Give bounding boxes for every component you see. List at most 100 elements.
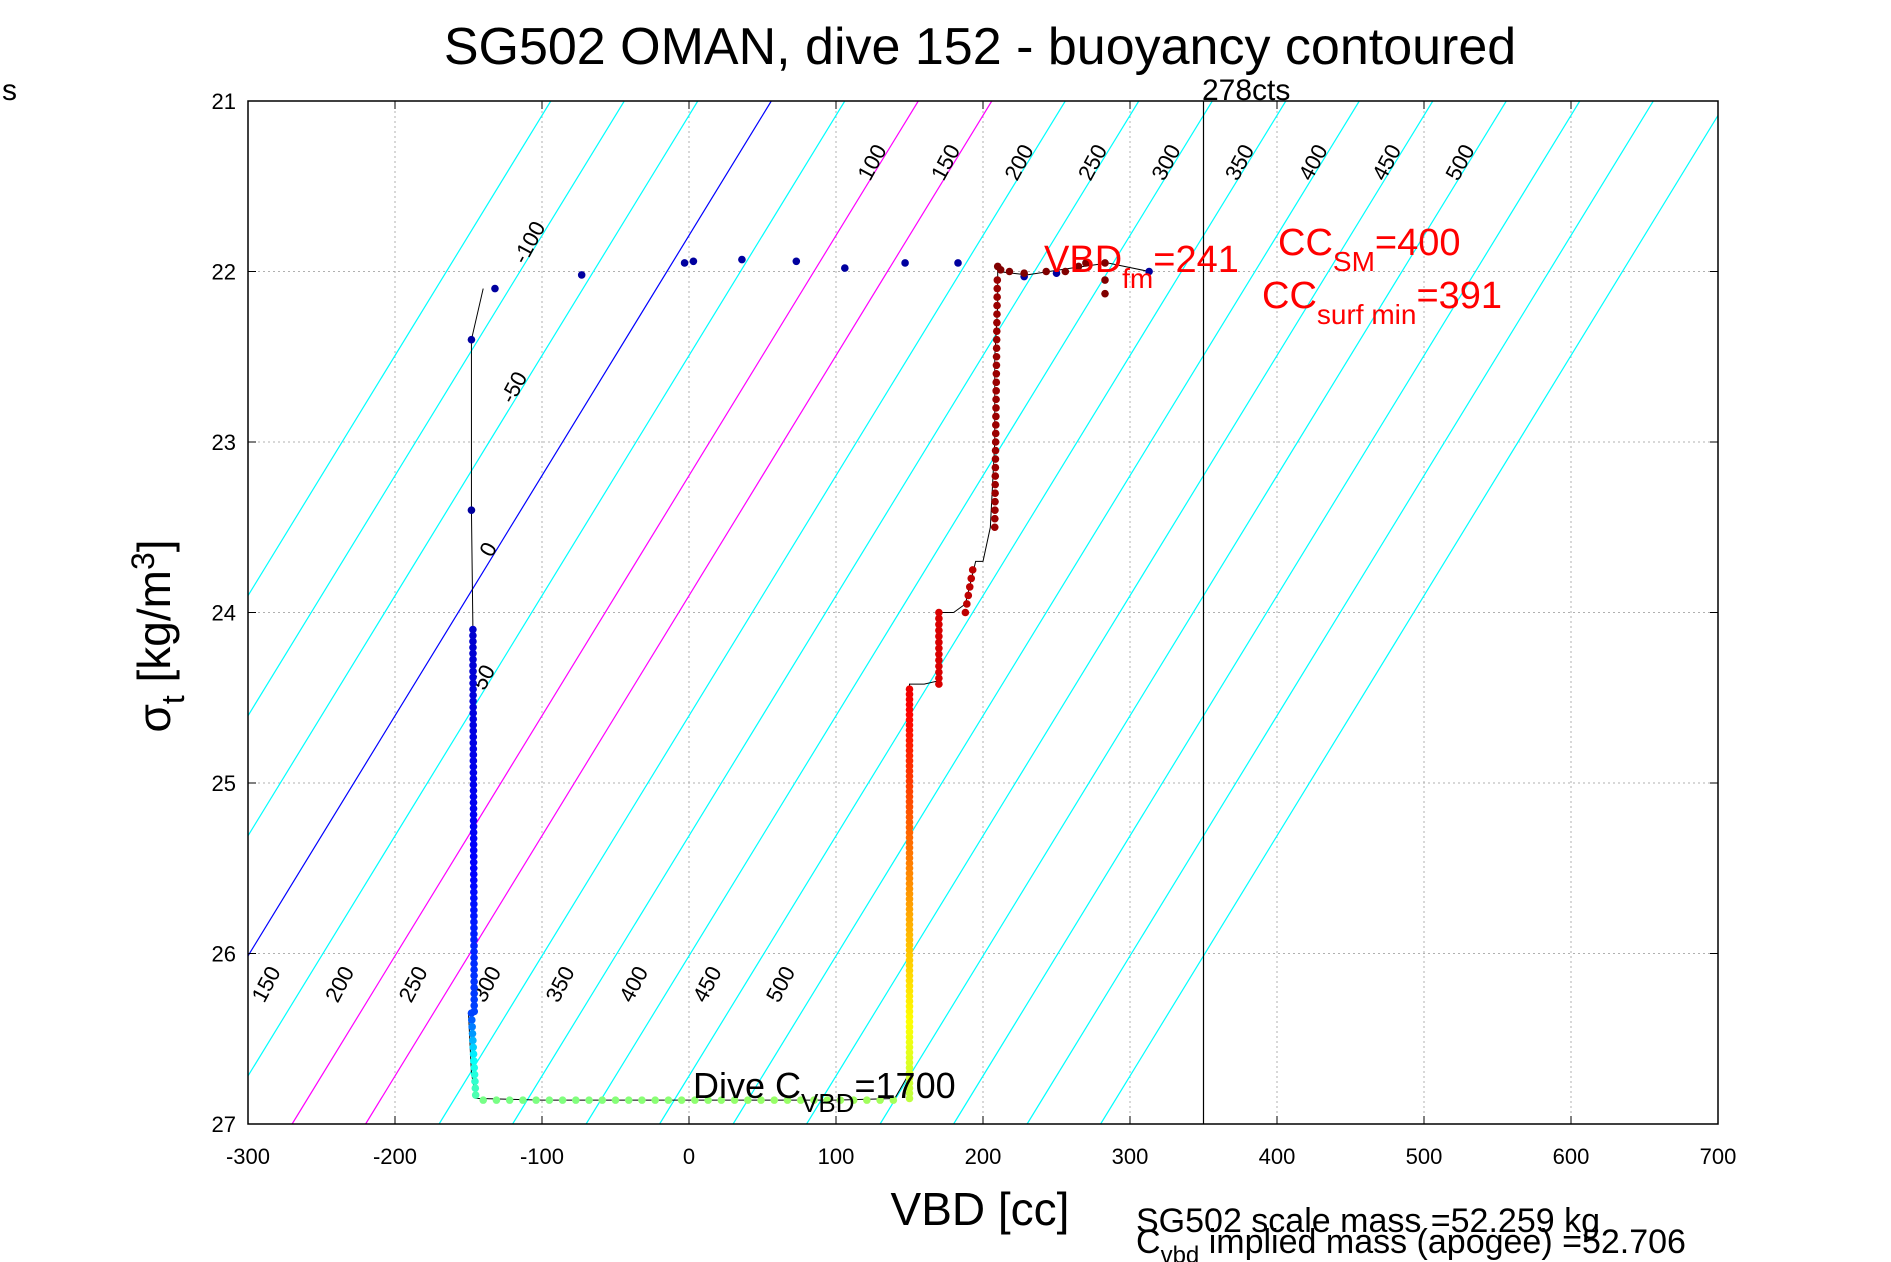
data-point [532, 1096, 540, 1104]
data-point [1101, 276, 1109, 284]
data-point [469, 643, 477, 652]
data-point [1101, 259, 1109, 267]
data-point [935, 620, 943, 629]
data-point [469, 649, 477, 658]
cc-sm-sub: SM [1333, 246, 1375, 277]
data-point [467, 1009, 476, 1017]
data-point [470, 912, 478, 920]
vbd-fm-sub: fm [1122, 263, 1153, 294]
data-point [469, 858, 478, 867]
x-tick-label: -300 [226, 1144, 270, 1169]
data-point [558, 1096, 567, 1104]
data-point [841, 264, 849, 272]
data-point [935, 668, 943, 676]
y-axis-label: σt [kg/m3] [125, 539, 191, 732]
contour-line [585, 100, 1213, 1125]
data-point [935, 680, 943, 688]
cc-surf-value: =391 [1416, 275, 1502, 317]
data-point [738, 255, 746, 264]
data-point [638, 1096, 646, 1104]
data-point [470, 942, 478, 950]
data-point [470, 1070, 479, 1079]
data-point [823, 1096, 831, 1104]
data-point [901, 259, 909, 267]
contour-label: 150 [246, 962, 285, 1006]
data-point [470, 900, 478, 908]
data-point [991, 463, 1000, 472]
data-point [954, 259, 962, 267]
data-point [470, 995, 478, 1004]
y-tick-label: 25 [212, 771, 236, 796]
data-point [469, 679, 477, 688]
data-point [469, 852, 478, 861]
data-point [470, 965, 478, 974]
data-point [479, 1096, 488, 1104]
data-point [471, 1077, 479, 1086]
data-point [757, 1096, 765, 1104]
data-point [689, 257, 698, 266]
data-point [993, 301, 1001, 310]
data-point [792, 257, 801, 266]
data-point [1101, 289, 1109, 298]
contour-label: -50 [495, 367, 532, 407]
x-tick-label: 600 [1553, 1144, 1590, 1169]
data-point [519, 1096, 527, 1104]
data-point [1082, 259, 1090, 267]
y-tick-label: 27 [212, 1112, 236, 1137]
contour-line [365, 100, 993, 1125]
data-point [467, 1016, 476, 1024]
data-point [992, 404, 1000, 412]
data-point [1020, 269, 1028, 278]
data-point [469, 792, 478, 801]
contour-label: 450 [687, 962, 726, 1006]
data-point [836, 1096, 845, 1104]
data-point [992, 352, 1001, 361]
data-point [991, 429, 1000, 438]
data-point [935, 644, 943, 653]
data-point [991, 472, 1000, 480]
x-tick-label: 500 [1406, 1144, 1443, 1169]
data-point [651, 1096, 659, 1104]
y-tick-label: 26 [212, 942, 236, 967]
data-point [471, 1091, 480, 1099]
data-point [469, 822, 478, 831]
contour-label: 100 [852, 140, 891, 184]
data-point [469, 798, 478, 807]
contour-line [247, 100, 699, 837]
data-point [468, 1023, 476, 1031]
cc-surf-sub: surf min [1317, 299, 1417, 330]
data-point [1005, 267, 1014, 276]
data-point [469, 870, 478, 879]
cc-sm-value: =400 [1375, 222, 1461, 264]
data-point [992, 421, 1000, 429]
contour-label: 300 [1146, 140, 1185, 184]
contour-label: 500 [761, 962, 800, 1006]
cc-surf-min-annotation: CCsurf min=391 [1262, 275, 1502, 330]
data-point [796, 1096, 805, 1104]
data-point [1145, 267, 1153, 276]
implied-mass-main: C [1136, 1223, 1161, 1261]
data-point [505, 1096, 514, 1104]
data-point [990, 523, 999, 532]
data-point [991, 480, 1000, 489]
data-point [471, 1084, 480, 1092]
contour-line [1026, 100, 1654, 1125]
y-tick-label: 22 [212, 260, 236, 285]
data-point [1052, 269, 1061, 278]
data-point [935, 674, 943, 682]
vbd-fm-main: VBD [1044, 239, 1122, 281]
chart-title: SG502 OMAN, dive 152 - buoyancy contoure… [444, 18, 1516, 76]
data-point [991, 489, 999, 497]
data-point [469, 804, 478, 813]
contour-line [879, 100, 1507, 1125]
data-point [992, 344, 1001, 353]
contour-label: 200 [320, 962, 359, 1006]
data-point [770, 1096, 779, 1104]
data-point [993, 318, 1001, 327]
data-point [810, 1096, 818, 1104]
y-label-main: σ [128, 704, 180, 732]
data-point [545, 1096, 554, 1104]
dive-points [467, 255, 1153, 1104]
data-point [469, 774, 478, 783]
